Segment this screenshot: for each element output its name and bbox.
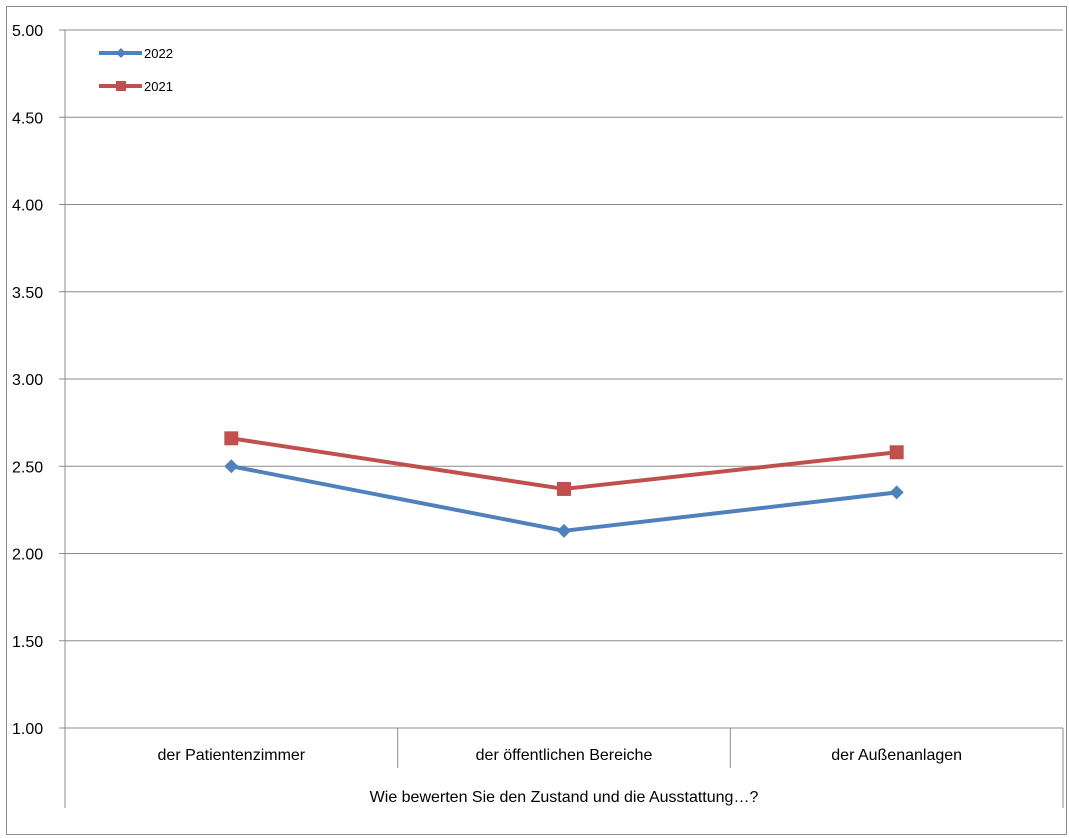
- axes: [64, 30, 1064, 808]
- y-axis-tick-labels: 1.00 1.50 2.00 2.50 3.00 3.50 4.00 4.50 5.00: [12, 23, 43, 738]
- category-label-0: der Patientenzimmer: [158, 747, 306, 764]
- marker-2021-0: [224, 431, 239, 446]
- legend-marker-2022: [116, 48, 126, 58]
- y-tick-label-1: 1.50: [12, 634, 43, 651]
- legend-label-2022: 2022: [144, 46, 173, 61]
- y-tick-label-7: 4.50: [12, 110, 43, 127]
- y-tick-label-8: 5.00: [12, 23, 43, 40]
- legend-marker-2021: [116, 81, 126, 91]
- y-tick-label-4: 3.00: [12, 372, 43, 389]
- marker-2021-1: [557, 481, 571, 496]
- chart-border: [6, 6, 1067, 835]
- category-label-2: der Außenanlagen: [831, 747, 962, 764]
- y-tick-label-5: 3.50: [12, 285, 43, 302]
- category-label-1: der öffentlichen Bereiche: [476, 747, 653, 764]
- y-tick-label-0: 1.00: [12, 721, 43, 738]
- series-layer: [224, 431, 904, 538]
- legend-label-2021: 2021: [144, 79, 173, 94]
- marker-2022-2: [889, 485, 904, 500]
- y-tick-label-3: 2.50: [12, 459, 43, 476]
- marker-2022-0: [224, 459, 239, 474]
- marker-2022-1: [557, 523, 571, 538]
- marker-2021-2: [889, 445, 904, 460]
- y-tick-label-6: 4.00: [12, 198, 43, 215]
- x-axis-category-labels: der Patientenzimmer der öffentlichen Ber…: [158, 747, 963, 764]
- x-axis-group-label: Wie bewerten Sie den Zustand und die Aus…: [370, 789, 759, 806]
- legend: 2022 2021: [99, 46, 173, 94]
- y-tick-label-2: 2.00: [12, 547, 43, 564]
